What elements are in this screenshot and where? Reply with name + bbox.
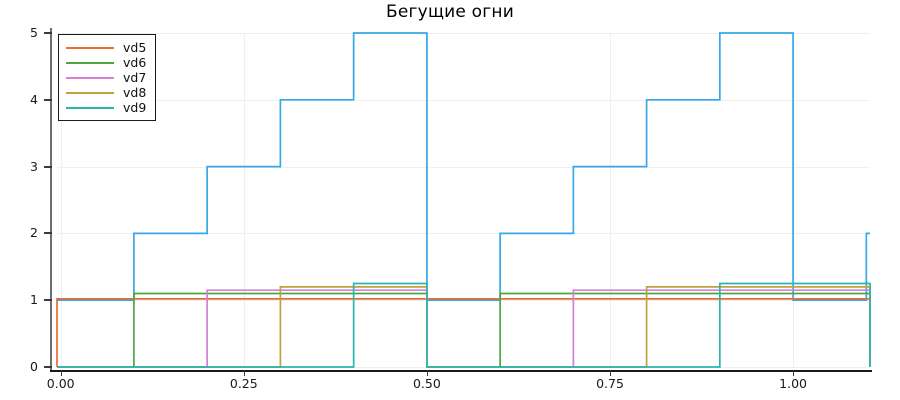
series-line-vd8	[57, 287, 870, 367]
gridline-horizontal	[57, 233, 870, 235]
y-tick	[44, 32, 52, 34]
chart-title: Бегущие огни	[386, 2, 514, 22]
gridline-horizontal	[57, 300, 870, 302]
gridline-horizontal	[57, 367, 870, 368]
x-tick-label: 1.00	[779, 376, 808, 391]
y-tick	[44, 366, 52, 368]
y-tick-label: 4	[30, 91, 38, 107]
y-axis-spine	[50, 28, 52, 372]
legend-label-vd9: vd9	[123, 100, 147, 115]
legend-swatch-vd9	[66, 106, 114, 109]
gridline-horizontal	[57, 99, 870, 101]
legend-swatch-vd7	[66, 76, 114, 79]
x-axis-spine	[50, 370, 872, 372]
series-line-vd6	[57, 294, 870, 367]
legend[interactable]: vd5 vd6 vd7 vd8 vd9	[58, 34, 157, 121]
y-tick-label: 1	[30, 292, 38, 308]
y-tick-label: 0	[30, 359, 38, 374]
x-tick-label: 0.75	[596, 376, 624, 391]
legend-item-vd5[interactable]: vd5	[66, 40, 146, 55]
legend-item-vd6[interactable]: vd6	[66, 55, 146, 70]
legend-label-vd8: vd8	[123, 85, 147, 100]
legend-swatch-vd8	[66, 91, 114, 94]
x-tick	[426, 370, 428, 376]
legend-label-vd7: vd7	[123, 70, 147, 85]
gridline-vertical	[610, 33, 611, 367]
x-tick	[60, 370, 62, 376]
legend-label-vd5: vd5	[123, 40, 147, 55]
y-tick	[44, 98, 52, 101]
y-tick	[44, 165, 52, 168]
x-tick-label: 0.25	[229, 376, 258, 391]
gridline-vertical	[243, 33, 245, 367]
gridline-vertical	[426, 33, 428, 367]
x-tick	[793, 370, 795, 376]
x-tick-label: 0.50	[412, 376, 441, 391]
legend-item-vd8[interactable]: vd8	[66, 85, 146, 100]
y-tick-label: 5	[30, 25, 38, 40]
gridline-vertical	[793, 33, 795, 367]
x-tick	[243, 370, 245, 376]
legend-swatch-vd6	[66, 61, 114, 64]
y-tick	[44, 299, 52, 302]
legend-label-vd6: vd6	[123, 55, 147, 70]
x-tick	[610, 370, 611, 376]
legend-swatch-vd5	[66, 46, 114, 49]
y-tick-label: 3	[30, 158, 38, 174]
y-tick-label: 2	[30, 225, 38, 241]
legend-item-vd9[interactable]: vd9	[66, 100, 146, 115]
legend-item-vd7[interactable]: vd7	[66, 70, 146, 85]
gridline-horizontal	[57, 33, 870, 34]
gridline-horizontal	[57, 166, 870, 168]
series-line-vd7	[57, 290, 870, 367]
x-tick-label: 0.00	[46, 376, 75, 391]
series-line-vd9	[57, 284, 870, 368]
series-line-vd5	[57, 299, 870, 367]
y-tick	[44, 232, 52, 235]
